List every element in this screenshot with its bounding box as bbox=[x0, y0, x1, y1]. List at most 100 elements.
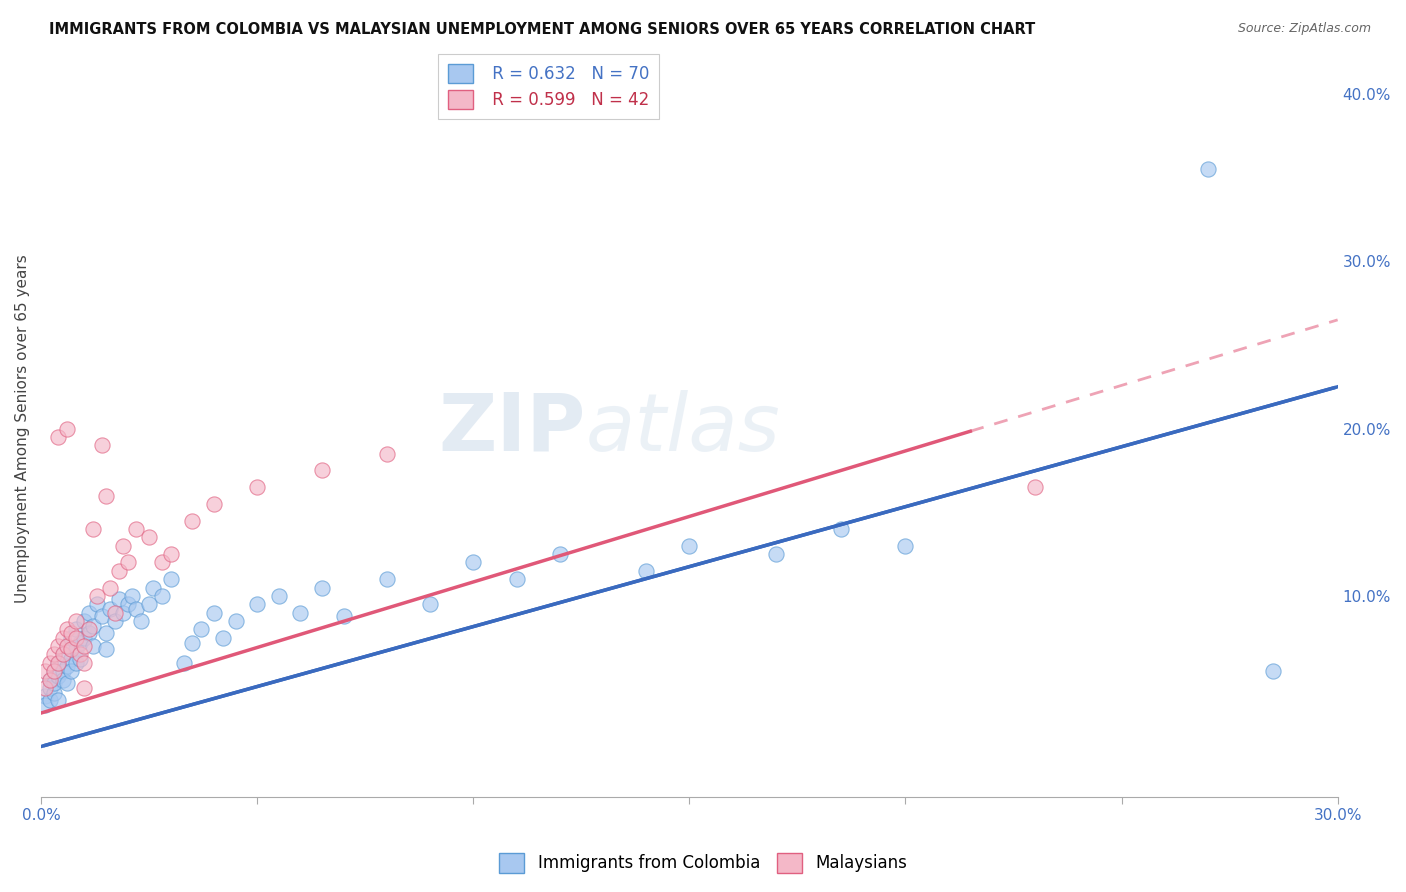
Point bbox=[34, 664, 56, 678]
Point bbox=[52, 648, 75, 662]
Point bbox=[375, 572, 398, 586]
Point bbox=[42, 648, 65, 662]
Point bbox=[138, 597, 160, 611]
Point bbox=[48, 692, 70, 706]
Point bbox=[225, 614, 247, 628]
Point bbox=[311, 581, 333, 595]
Point bbox=[52, 648, 75, 662]
Point bbox=[38, 681, 60, 695]
Point bbox=[181, 636, 204, 650]
Point bbox=[42, 686, 65, 700]
Point bbox=[267, 589, 290, 603]
Point bbox=[86, 597, 108, 611]
Point bbox=[38, 656, 60, 670]
Point bbox=[73, 614, 96, 628]
Point bbox=[73, 639, 96, 653]
Point bbox=[65, 642, 87, 657]
Point bbox=[173, 656, 195, 670]
Point bbox=[246, 480, 269, 494]
Point bbox=[202, 606, 225, 620]
Point bbox=[65, 656, 87, 670]
Point bbox=[1024, 480, 1046, 494]
Point bbox=[42, 664, 65, 678]
Point bbox=[86, 589, 108, 603]
Point bbox=[48, 656, 70, 670]
Point bbox=[34, 681, 56, 695]
Point bbox=[82, 639, 104, 653]
Point bbox=[505, 572, 527, 586]
Point bbox=[108, 564, 131, 578]
Point bbox=[82, 619, 104, 633]
Point bbox=[159, 547, 181, 561]
Point bbox=[73, 681, 96, 695]
Point bbox=[211, 631, 233, 645]
Point bbox=[34, 698, 56, 712]
Point bbox=[678, 539, 700, 553]
Point bbox=[311, 463, 333, 477]
Point bbox=[60, 642, 83, 657]
Point bbox=[98, 602, 121, 616]
Point bbox=[38, 692, 60, 706]
Point bbox=[60, 631, 83, 645]
Point bbox=[94, 489, 117, 503]
Point bbox=[332, 609, 354, 624]
Point bbox=[65, 623, 87, 637]
Point bbox=[56, 639, 79, 653]
Point bbox=[108, 592, 131, 607]
Point bbox=[548, 547, 571, 561]
Point bbox=[73, 656, 96, 670]
Text: atlas: atlas bbox=[586, 390, 780, 467]
Point bbox=[112, 606, 135, 620]
Legend: Immigrants from Colombia, Malaysians: Immigrants from Colombia, Malaysians bbox=[492, 847, 914, 880]
Point bbox=[202, 497, 225, 511]
Point bbox=[125, 602, 148, 616]
Point bbox=[94, 642, 117, 657]
Point bbox=[103, 614, 125, 628]
Point bbox=[60, 664, 83, 678]
Point bbox=[60, 652, 83, 666]
Point bbox=[52, 664, 75, 678]
Point bbox=[90, 438, 112, 452]
Point bbox=[52, 673, 75, 687]
Text: IMMIGRANTS FROM COLOMBIA VS MALAYSIAN UNEMPLOYMENT AMONG SENIORS OVER 65 YEARS C: IMMIGRANTS FROM COLOMBIA VS MALAYSIAN UN… bbox=[49, 22, 1035, 37]
Point bbox=[246, 597, 269, 611]
Point bbox=[290, 606, 312, 620]
Point bbox=[77, 606, 100, 620]
Point bbox=[159, 572, 181, 586]
Text: ZIP: ZIP bbox=[439, 390, 586, 467]
Point bbox=[77, 623, 100, 637]
Point bbox=[56, 639, 79, 653]
Point bbox=[65, 614, 87, 628]
Point bbox=[463, 556, 485, 570]
Point bbox=[60, 625, 83, 640]
Point bbox=[419, 597, 441, 611]
Point bbox=[56, 623, 79, 637]
Point bbox=[121, 589, 143, 603]
Point bbox=[56, 659, 79, 673]
Point bbox=[56, 422, 79, 436]
Point bbox=[42, 676, 65, 690]
Point bbox=[125, 522, 148, 536]
Legend:  R = 0.632   N = 70,  R = 0.599   N = 42: R = 0.632 N = 70, R = 0.599 N = 42 bbox=[439, 54, 659, 120]
Point bbox=[129, 614, 152, 628]
Point bbox=[48, 430, 70, 444]
Point bbox=[73, 631, 96, 645]
Point bbox=[48, 639, 70, 653]
Point bbox=[42, 664, 65, 678]
Point bbox=[103, 606, 125, 620]
Point bbox=[38, 673, 60, 687]
Point bbox=[830, 522, 852, 536]
Point bbox=[150, 556, 173, 570]
Point bbox=[190, 623, 212, 637]
Point bbox=[117, 556, 139, 570]
Point bbox=[181, 514, 204, 528]
Point bbox=[894, 539, 917, 553]
Point bbox=[65, 631, 87, 645]
Point bbox=[69, 648, 91, 662]
Y-axis label: Unemployment Among Seniors over 65 years: Unemployment Among Seniors over 65 years bbox=[15, 254, 30, 603]
Point bbox=[77, 625, 100, 640]
Point bbox=[69, 636, 91, 650]
Point bbox=[142, 581, 165, 595]
Point bbox=[90, 609, 112, 624]
Point bbox=[112, 539, 135, 553]
